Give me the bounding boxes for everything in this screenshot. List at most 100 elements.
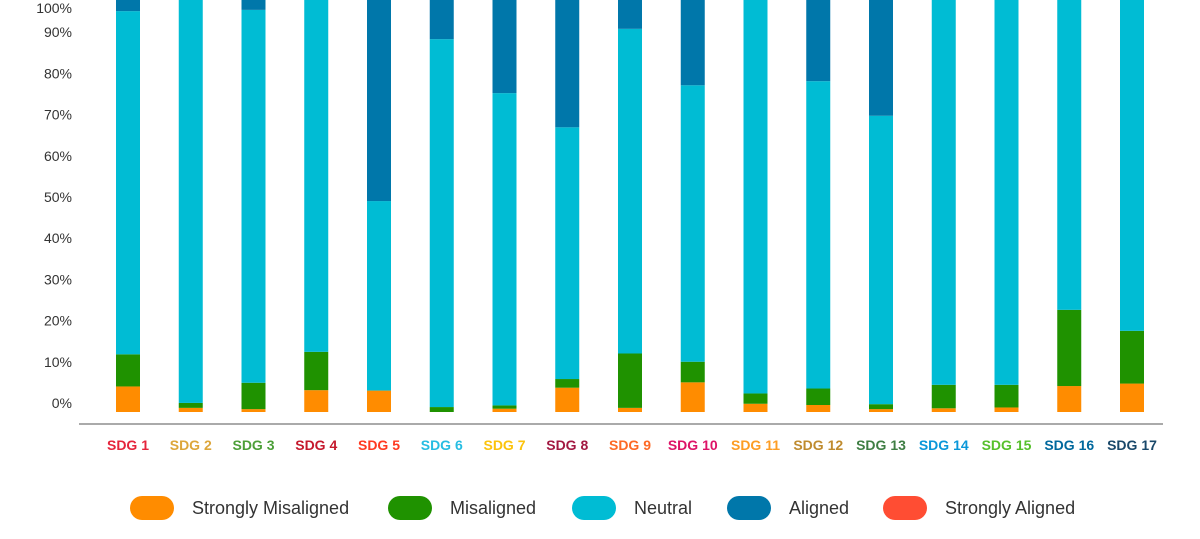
legend-swatch	[572, 496, 616, 520]
x-tick-label: SDG 12	[793, 437, 843, 453]
y-tick-label: 50%	[44, 189, 72, 205]
bar-segment-aligned	[492, 0, 517, 94]
bar-segment-neutral	[367, 201, 391, 391]
y-tick-label: 100%	[36, 0, 72, 16]
bar-segment-neutral	[1057, 0, 1082, 310]
legend: Strongly Misaligned Misaligned Neutral Alig…	[0, 493, 1200, 523]
x-tick-label: SDG 6	[421, 437, 463, 453]
bar-segment-neutral	[680, 85, 705, 362]
bar-segment-misaligned	[116, 354, 140, 387]
bar-segment-neutral	[492, 93, 517, 406]
legend-swatch	[388, 496, 432, 520]
x-axis-ticks: SDG 1 SDG 2 SDG 3 SDG 4 SDG 5 SDG 6 SDG 7 SDG 8…	[107, 437, 1157, 453]
y-axis-ticks: 0% 10% 20% 30% 40% 50% 60% 70% 80% 90% 100%	[36, 0, 72, 411]
legend-item: Neutral	[572, 493, 692, 523]
bar-segment-strongly-misaligned	[931, 408, 956, 412]
legend-label: Neutral	[634, 497, 693, 518]
y-tick-label: 80%	[44, 65, 72, 81]
bar-segment-misaligned	[680, 361, 705, 383]
x-tick-label: SDG 17	[1107, 437, 1157, 453]
bar-segment-misaligned	[806, 388, 831, 405]
bar-segment-neutral	[869, 115, 893, 405]
bar-segment-neutral	[116, 11, 140, 355]
bar-segment-strongly-misaligned	[116, 386, 140, 412]
bar-segment-strongly-misaligned	[492, 408, 517, 412]
x-tick-label: SDG 10	[668, 437, 718, 453]
bars	[116, 0, 1144, 412]
bar-segment-strongly-misaligned	[869, 409, 893, 412]
bar-segment-neutral	[555, 127, 580, 380]
bar-segment-neutral	[743, 0, 768, 394]
x-tick-label: SDG 2	[170, 437, 212, 453]
bar-segment-misaligned	[1057, 309, 1082, 387]
bar-segment-neutral	[618, 28, 642, 354]
bar-segment-strongly-misaligned	[806, 404, 831, 412]
x-tick-label: SDG 3	[232, 437, 274, 453]
bar-segment-misaligned	[1120, 330, 1144, 384]
x-tick-label: SDG 15	[982, 437, 1032, 453]
bar-segment-neutral	[931, 0, 956, 385]
bar-segment-aligned	[806, 0, 831, 82]
bar-segment-misaligned	[743, 393, 768, 404]
bar-segment-strongly-misaligned	[680, 382, 705, 412]
bar-segment-misaligned	[492, 405, 517, 409]
bar-segment-strongly-misaligned	[178, 407, 203, 412]
legend-label: Strongly Aligned	[945, 497, 1076, 518]
bar-segment-misaligned	[555, 379, 580, 388]
y-tick-label: 60%	[44, 148, 72, 164]
bar-segment-aligned	[869, 0, 893, 116]
bar-segment-misaligned	[869, 404, 893, 410]
x-tick-label: SDG 1	[107, 437, 149, 453]
y-tick-label: 10%	[44, 354, 72, 370]
y-tick-label: 70%	[44, 107, 72, 123]
bar-segment-aligned	[116, 0, 140, 12]
bar-segment-strongly-misaligned	[241, 409, 266, 412]
bar-segment-neutral	[178, 0, 203, 403]
bar-segment-aligned	[241, 0, 266, 10]
x-tick-label: SDG 5	[358, 437, 400, 453]
y-tick-label: 0%	[52, 395, 72, 411]
bar-segment-strongly-misaligned	[618, 407, 642, 412]
bar-segment-strongly-misaligned	[1120, 383, 1144, 412]
bar-segment-misaligned	[304, 351, 329, 391]
bar-segment-neutral	[304, 0, 329, 352]
bar-segment-neutral	[1120, 0, 1144, 331]
legend-item: Strongly Misaligned	[130, 493, 349, 523]
x-tick-label: SDG 16	[1044, 437, 1094, 453]
legend-item: Misaligned	[388, 493, 536, 523]
y-tick-label: 40%	[44, 230, 72, 246]
bar-segment-misaligned	[241, 382, 266, 410]
bar-segment-neutral	[241, 9, 266, 383]
bar-segment-neutral	[994, 0, 1019, 385]
bar-segment-aligned	[555, 0, 580, 128]
bar-segment-aligned	[429, 0, 454, 40]
y-tick-label: 30%	[44, 271, 72, 287]
y-tick-label: 90%	[44, 24, 72, 40]
bar-segment-strongly-misaligned	[555, 387, 580, 412]
legend-label: Aligned	[789, 497, 850, 518]
y-tick-label: 20%	[44, 313, 72, 329]
legend-label: Misaligned	[450, 497, 537, 518]
x-tick-label: SDG 13	[856, 437, 906, 453]
bar-segment-misaligned	[178, 402, 203, 408]
bar-segment-strongly-misaligned	[743, 403, 768, 412]
legend-item: Strongly Aligned	[883, 493, 1075, 523]
bar-segment-misaligned	[618, 353, 642, 408]
bar-segment-strongly-misaligned	[1057, 386, 1082, 412]
legend-swatch	[130, 496, 174, 520]
x-tick-label: SDG 9	[609, 437, 651, 453]
bar-segment-strongly-misaligned	[304, 390, 329, 412]
bar-segment-misaligned	[429, 407, 454, 412]
bar-segment-neutral	[429, 39, 454, 408]
x-tick-label: SDG 7	[483, 437, 525, 453]
bar-segment-misaligned	[994, 384, 1019, 408]
bar-segment-strongly-misaligned	[367, 390, 391, 412]
x-tick-label: SDG 8	[546, 437, 588, 453]
bar-segment-aligned	[680, 0, 705, 86]
bar-segment-neutral	[806, 81, 831, 389]
x-tick-label: SDG 4	[295, 437, 337, 453]
legend-swatch	[883, 496, 927, 520]
legend-label: Strongly Misaligned	[192, 497, 350, 518]
bar-segment-aligned	[367, 0, 391, 202]
